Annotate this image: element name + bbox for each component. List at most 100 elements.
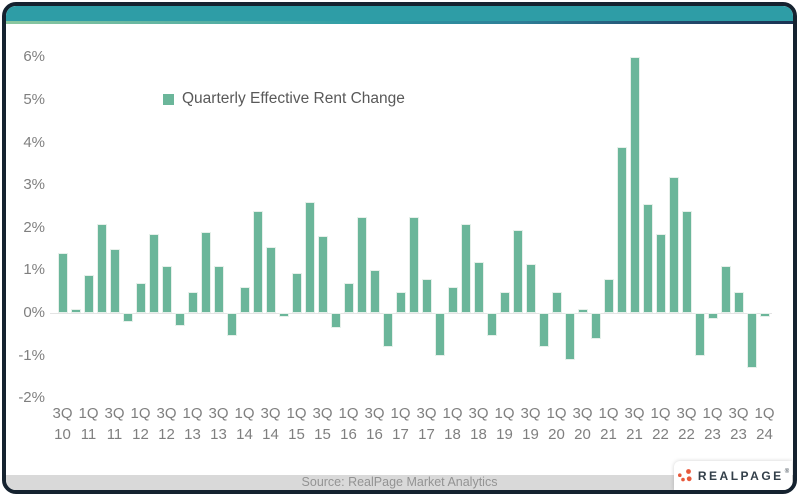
bar-3Q19 [525, 264, 536, 313]
y-axis-tick-label: 6% [23, 48, 45, 66]
x-tick-quarter: 1Q [182, 405, 203, 422]
bar-3Q14 [265, 246, 276, 313]
x-tick-quarter: 1Q [546, 405, 567, 422]
bar-3Q18 [473, 261, 484, 313]
bar-1Q21 [603, 278, 614, 313]
x-axis-tick-label: 1Q 15 [282, 403, 312, 445]
x-tick-quarter: 3Q [312, 405, 333, 422]
x-tick-quarter: 3Q [208, 405, 229, 422]
bar-1Q11 [83, 274, 94, 313]
x-tick-year: 23 [730, 426, 747, 443]
x-axis-tick-label: 3Q 19 [516, 403, 546, 445]
x-tick-year: 17 [392, 426, 409, 443]
x-axis-tick-label: 3Q 13 [204, 403, 234, 445]
bar-3Q13 [213, 266, 224, 313]
bar-2Q18 [460, 223, 471, 313]
x-axis-tick-label: 1Q 14 [230, 403, 260, 445]
x-tick-year: 20 [548, 426, 565, 443]
x-tick-quarter: 1Q [234, 405, 255, 422]
realpage-logo: REALPAGE ® [674, 461, 792, 490]
header-bar [6, 6, 793, 21]
source-text: Source: RealPage Market Analytics [301, 475, 498, 489]
x-tick-year: 21 [626, 426, 643, 443]
x-tick-quarter: 3Q [260, 405, 281, 422]
y-axis-tick-label: 5% [23, 91, 45, 108]
x-tick-year: 19 [496, 426, 513, 443]
realpage-logo-dots-icon [677, 469, 692, 482]
x-axis-tick-label: 3Q 11 [100, 403, 130, 445]
bar-3Q23 [733, 291, 744, 313]
x-axis-tick-label: 1Q 19 [490, 403, 520, 445]
y-axis-tick-label: 3% [23, 176, 45, 194]
x-tick-quarter: 3Q [156, 405, 177, 422]
legend-label: Quarterly Effective Rent Change [182, 90, 405, 107]
x-axis-tick-label: 3Q 14 [256, 403, 286, 445]
x-tick-year: 20 [574, 426, 591, 443]
bar-2Q13 [200, 232, 211, 313]
bar-1Q16 [343, 283, 354, 313]
bar-1Q12 [135, 283, 146, 313]
x-tick-quarter: 1Q [338, 405, 359, 422]
x-tick-quarter: 1Q [286, 405, 307, 422]
bar-2Q22 [668, 176, 679, 313]
bar-4Q13 [226, 313, 237, 337]
x-axis-tick-label: 1Q 12 [126, 403, 156, 445]
x-tick-quarter: 1Q [390, 405, 411, 422]
bar-3Q15 [317, 236, 328, 313]
bar-4Q18 [486, 313, 497, 337]
x-tick-year: 16 [366, 426, 383, 443]
x-axis-tick-label: 3Q 22 [672, 403, 702, 445]
x-axis-tick-label: 1Q 21 [594, 403, 624, 445]
x-tick-year: 12 [158, 426, 175, 443]
x-axis-tick-label: 3Q 16 [360, 403, 390, 445]
x-axis-tick-label: 1Q 18 [438, 403, 468, 445]
footer: Source: RealPage Market Analytics REALPA… [6, 461, 793, 490]
x-axis-tick-label: 3Q 17 [412, 403, 442, 445]
bar-4Q10 [70, 308, 81, 313]
x-tick-year: 17 [418, 426, 435, 443]
bar-1Q20 [551, 291, 562, 313]
bar-2Q12 [148, 234, 159, 313]
bar-2Q17 [408, 217, 419, 313]
x-tick-quarter: 1Q [598, 405, 619, 422]
x-axis-tick-label: 3Q 20 [568, 403, 598, 445]
bar-1Q13 [187, 291, 198, 313]
x-axis-tick-label: 1Q 13 [178, 403, 208, 445]
bar-3Q11 [109, 249, 120, 313]
x-tick-year: 15 [288, 426, 305, 443]
x-tick-quarter: 1Q [702, 405, 723, 422]
x-tick-year: 21 [600, 426, 617, 443]
x-axis-tick-label: 3Q 23 [724, 403, 754, 445]
bar-1Q23 [707, 313, 718, 320]
x-tick-year: 13 [210, 426, 227, 443]
x-tick-year: 10 [54, 426, 71, 443]
x-tick-year: 11 [106, 426, 123, 443]
bar-2Q14 [252, 210, 263, 313]
bar-3Q10 [57, 253, 68, 313]
bar-1Q18 [447, 287, 458, 313]
x-tick-year: 24 [756, 426, 773, 443]
x-axis-tick-label: 1Q 23 [698, 403, 728, 445]
bar-3Q20 [577, 308, 588, 313]
y-axis-tick-label: 1% [23, 261, 45, 279]
bar-1Q15 [291, 272, 302, 313]
x-tick-year: 13 [184, 426, 201, 443]
legend-swatch [163, 93, 174, 105]
x-tick-quarter: 1Q [130, 405, 151, 422]
x-tick-year: 14 [262, 426, 279, 443]
bar-3Q12 [161, 266, 172, 313]
x-axis-tick-label: 3Q 15 [308, 403, 338, 445]
x-tick-year: 11 [80, 426, 97, 443]
bar-2Q11 [96, 223, 107, 313]
x-axis-tick-label: 1Q 16 [334, 403, 364, 445]
bar-1Q19 [499, 291, 510, 313]
bar-1Q22 [655, 234, 666, 313]
bar-3Q21 [629, 57, 640, 313]
x-tick-year: 22 [652, 426, 669, 443]
bar-3Q16 [369, 270, 380, 313]
bar-3Q22 [681, 210, 692, 313]
bar-2Q21 [616, 146, 627, 313]
bar-1Q14 [239, 287, 250, 313]
x-tick-quarter: 3Q [364, 405, 385, 422]
header-gradient-strip [6, 21, 793, 24]
